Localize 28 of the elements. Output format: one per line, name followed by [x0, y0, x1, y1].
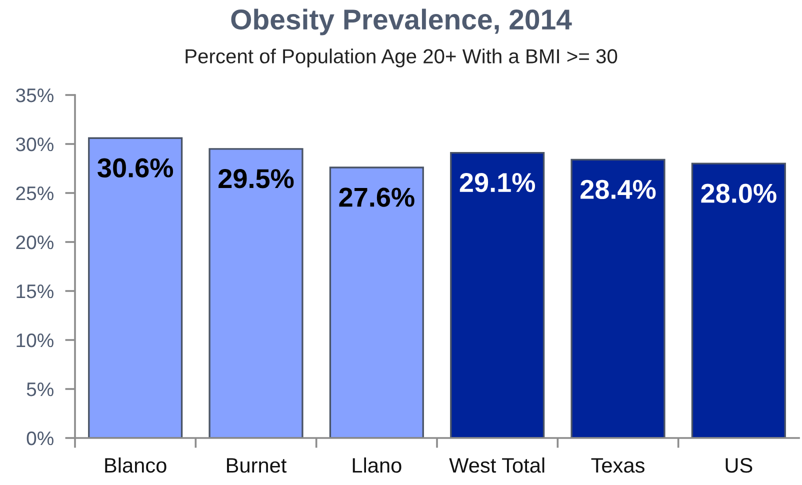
data-label: 29.5%: [218, 169, 294, 188]
data-label: 27.6%: [339, 188, 414, 207]
y-tick-label: 10%: [16, 333, 54, 348]
x-tick-label: West Total: [449, 457, 544, 473]
y-tick-label: 20%: [16, 235, 54, 250]
y-tick-label: 15%: [16, 284, 54, 298]
data-label: 30.6%: [98, 158, 174, 178]
x-tick-label: Burnet: [227, 458, 287, 473]
data-label: 29.1%: [460, 172, 536, 192]
x-tick-label: Blanco: [105, 457, 166, 473]
bar: [450, 152, 545, 438]
x-tick-label: US: [726, 458, 752, 473]
bar: [570, 158, 666, 438]
y-tick-label: 5%: [26, 382, 54, 396]
chart-title: Obesity Prevalence, 2014: [231, 8, 572, 36]
chart-subtitle: Percent of Population Age 20+ With a BMI >= 30: [186, 48, 618, 68]
y-tick-label: 0%: [26, 431, 54, 446]
x-tick-label: Texas: [591, 458, 644, 473]
y-tick-label: 30%: [16, 137, 54, 152]
bar: [88, 137, 183, 438]
bar: [691, 162, 786, 438]
bar: [329, 166, 424, 438]
y-tick-label: 35%: [16, 88, 54, 102]
y-tick-label: 25%: [16, 186, 54, 200]
x-tick-label: Llano: [352, 457, 402, 473]
bar: [208, 148, 304, 438]
data-label: 28.4%: [580, 180, 656, 200]
data-label: 28.0%: [701, 184, 776, 203]
